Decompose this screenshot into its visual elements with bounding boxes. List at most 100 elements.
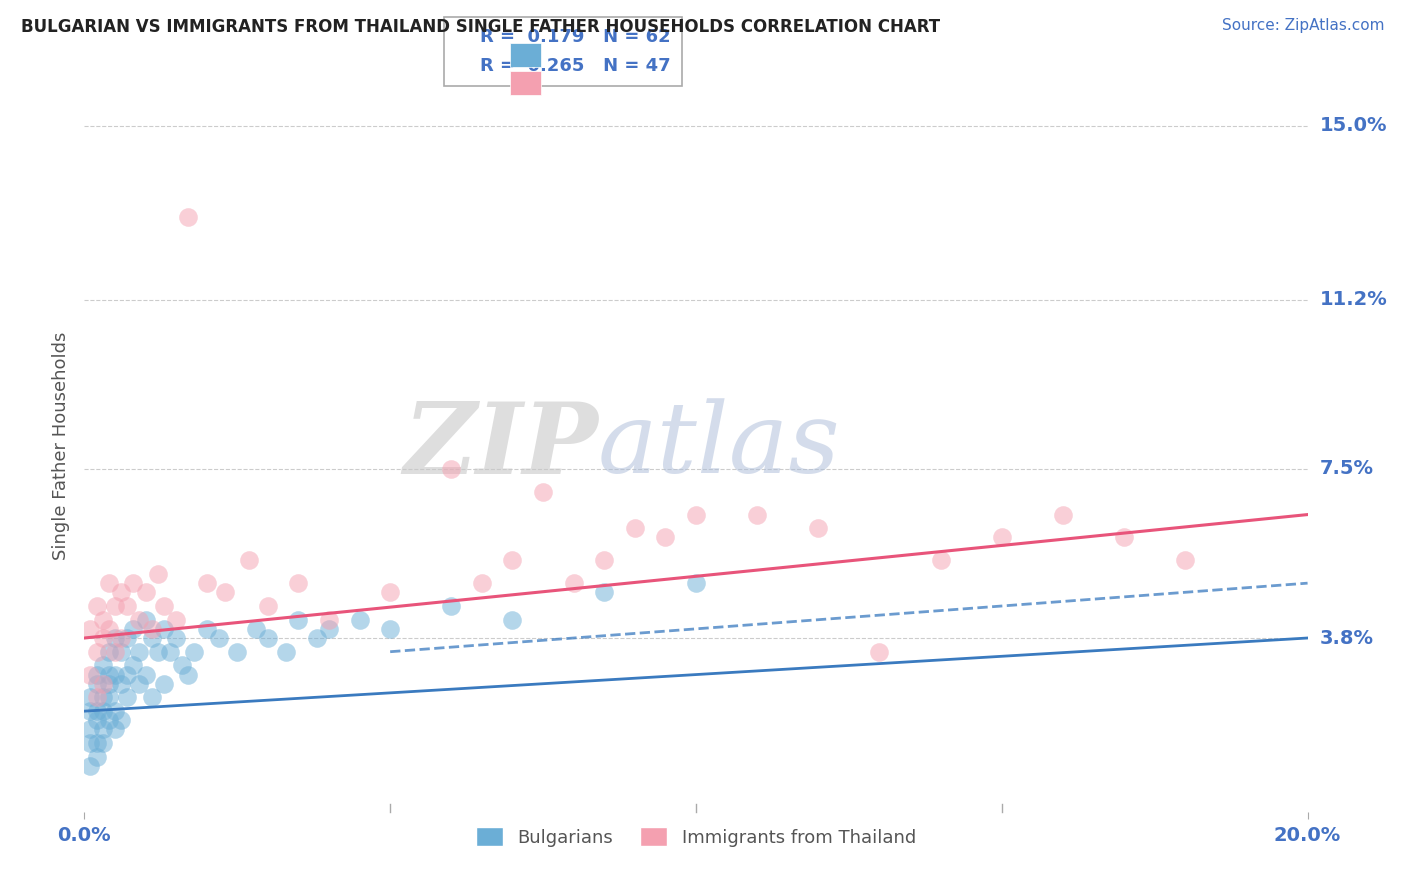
Point [110,645,132,659]
Point [122,658,145,673]
Text: Source: ZipAtlas.com: Source: ZipAtlas.com [1222,18,1385,33]
Point [91,736,114,750]
Point [135,613,157,627]
Text: 3.8%: 3.8% [1320,629,1374,648]
Point [79,690,101,705]
Point [165,613,187,627]
Text: BULGARIAN VS IMMIGRANTS FROM THAILAND SINGLE FATHER HOUSEHOLDS CORRELATION CHART: BULGARIAN VS IMMIGRANTS FROM THAILAND SI… [21,18,941,36]
Point [593,553,616,567]
Point [287,576,309,591]
Point [685,576,707,591]
Point [110,585,132,599]
Point [276,645,298,659]
Point [86,599,108,613]
Point [104,704,127,718]
Point [79,704,101,718]
Point [257,599,280,613]
Point [122,622,145,636]
Point [128,613,150,627]
Point [128,676,150,690]
Point [991,530,1014,544]
Y-axis label: Single Father Households: Single Father Households [52,332,70,560]
Point [104,723,127,737]
Point [135,585,157,599]
Point [104,599,127,613]
Point [86,645,108,659]
Text: 11.2%: 11.2% [1320,290,1388,310]
Point [104,667,127,681]
Point [79,667,101,681]
Point [115,667,138,681]
Point [97,622,120,636]
Point [122,576,145,591]
Point [97,667,120,681]
Point [685,508,707,522]
Point [238,553,260,567]
Point [380,585,402,599]
Point [869,645,891,659]
Point [1052,508,1074,522]
Point [502,553,524,567]
Text: R =  0.179   N = 62
    R =  0.265   N = 47: R = 0.179 N = 62 R = 0.265 N = 47 [456,28,671,75]
Point [146,567,169,582]
Point [153,622,176,636]
Point [440,599,463,613]
Point [128,645,150,659]
Point [349,613,371,627]
Point [79,622,101,636]
Point [165,631,187,645]
Point [624,521,647,535]
Point [110,714,132,728]
Point [79,736,101,750]
Point [97,690,120,705]
Point [177,211,200,225]
Point [153,676,176,690]
Point [115,690,138,705]
Point [1174,553,1197,567]
Point [318,622,340,636]
Point [471,576,494,591]
Point [226,645,249,659]
Point [807,521,830,535]
Point [86,704,108,718]
Text: ZIP: ZIP [404,398,598,494]
Point [305,631,328,645]
Point [104,645,127,659]
Point [91,658,114,673]
Text: 7.5%: 7.5% [1320,459,1374,478]
Point [593,585,616,599]
Point [91,723,114,737]
Point [195,622,218,636]
Point [159,645,181,659]
Point [245,622,267,636]
Point [141,631,163,645]
Point [1114,530,1136,544]
Point [110,631,132,645]
Point [135,667,157,681]
Point [153,599,176,613]
Point [97,714,120,728]
Point [115,599,138,613]
Point [214,585,236,599]
Point [141,690,163,705]
Point [86,714,108,728]
Point [97,676,120,690]
Point [104,631,127,645]
Point [208,631,231,645]
Point [79,759,101,773]
Point [380,622,402,636]
Point [91,690,114,705]
Point [86,749,108,764]
Text: 15.0%: 15.0% [1320,117,1388,136]
Text: atlas: atlas [598,399,841,493]
Point [440,462,463,476]
Point [257,631,280,645]
Point [747,508,769,522]
Point [86,690,108,705]
Point [531,484,554,499]
Point [91,704,114,718]
Point [195,576,218,591]
Point [287,613,309,627]
Point [929,553,952,567]
Point [86,667,108,681]
